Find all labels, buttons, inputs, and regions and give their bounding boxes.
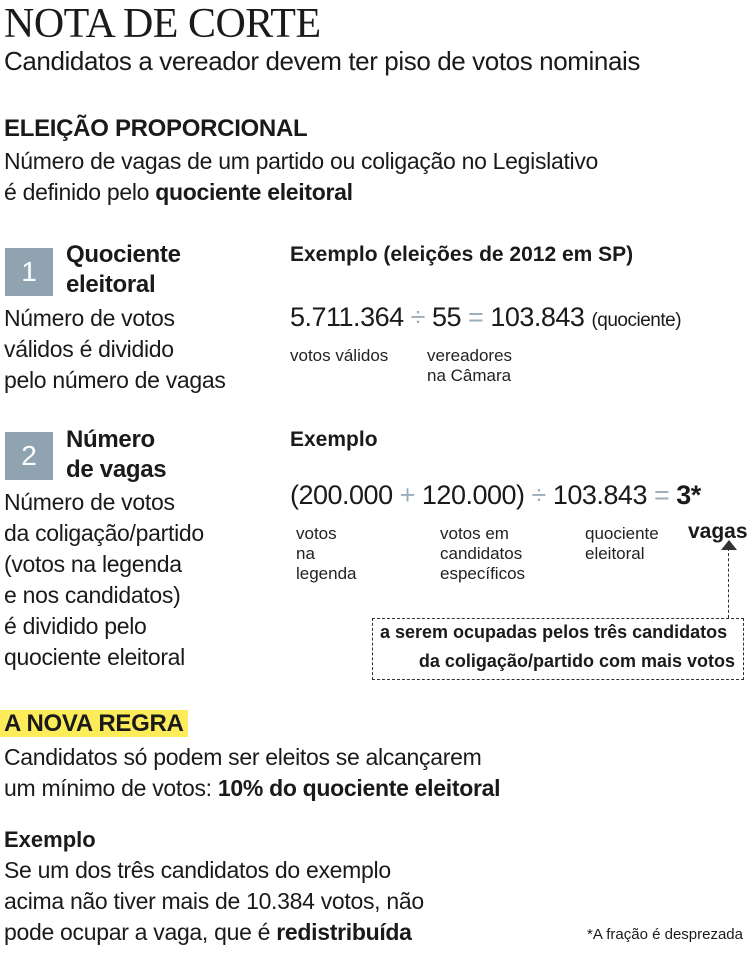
rule-example-title: Exemplo [4, 827, 96, 852]
step-2-example-title: Exemplo [290, 428, 378, 451]
step-2-title-line-1: Número [66, 426, 155, 453]
eq2-label-line: votos [296, 524, 337, 543]
step-1-title-line-2: eleitoral [66, 271, 156, 298]
step-2-number-box: 2 [5, 432, 53, 480]
intro-line-2: é definido pelo quociente eleitoral [4, 177, 353, 208]
step-1-title: Quociente eleitoral [66, 240, 181, 300]
intro-line-1: Número de vagas de um partido ou coligaç… [4, 148, 599, 174]
page-subtitle: Candidatos a vereador devem ter piso de … [4, 46, 640, 76]
eq2-label-line: na [296, 544, 315, 563]
step-2-desc-line: (votos na legenda [4, 551, 182, 577]
eq1-valid-votes: 5.711.364 [290, 302, 404, 332]
step-1-number-box: 1 [5, 248, 53, 296]
eq2-label-line: candidatos [440, 544, 523, 563]
arrow-up-icon [721, 540, 737, 550]
eq2-label-line: específicos [440, 564, 526, 583]
eq2-label-line: eleitoral [585, 544, 645, 563]
rule-example-text: Se um dos três candidatos do exemplo aci… [4, 855, 424, 948]
page-title: NOTA DE CORTE [4, 1, 321, 47]
arrow-connector [728, 548, 729, 618]
footnote: *A fração é desprezada [587, 926, 743, 943]
eq2-party-votes: (200.000 [290, 480, 393, 510]
eq2-plus-operator: + [399, 480, 416, 510]
rule-example-line-3-bold: redistribuída [276, 919, 412, 945]
eq1-seats: 55 [431, 302, 462, 332]
step-2-title-line-2: de vagas [66, 456, 167, 483]
eq1-label-seats-line-1: vereadores [427, 346, 513, 365]
note-line-1: a serem ocupadas pelos três candidatos [380, 622, 728, 642]
eq2-divide-operator: ÷ [531, 480, 547, 510]
step-2-description: Número de votos da coligação/partido (vo… [4, 487, 204, 673]
step-2-equation: (200.000 + 120.000) ÷ 103.843 = 3* [290, 480, 701, 511]
eq2-label-quotient: quociente eleitoral [585, 524, 659, 564]
step-2-desc-line: da coligação/partido [4, 520, 204, 546]
intro-line-2-text: é definido pelo [4, 179, 156, 205]
eq1-divide-operator: ÷ [410, 302, 426, 332]
step-2-desc-line: é dividido pelo [4, 613, 147, 639]
new-rule-heading-text: A NOVA REGRA [0, 710, 188, 737]
rule-line-2: um mínimo de votos: 10% do quociente ele… [4, 773, 501, 804]
eq2-label-seats: vagas [688, 520, 748, 543]
eq1-equals-operator: = [468, 302, 484, 332]
rule-example-line-3-text: pode ocupar a vaga, que é [4, 919, 277, 945]
step-2-desc-line: Número de votos [4, 489, 175, 515]
rule-line-2-bold: 10% do quociente eleitoral [217, 775, 501, 801]
eq2-label-line: quociente [585, 524, 659, 543]
section-heading-new-rule: A NOVA REGRA [0, 710, 188, 738]
rule-line-2-text: um mínimo de votos: [4, 775, 218, 801]
eq1-quotient: 103.843 [490, 302, 585, 332]
step-2-title: Número de vagas [66, 425, 167, 485]
step-1-description: Número de votos válidos é dividido pelo … [4, 303, 226, 396]
step-2-desc-line: quociente eleitoral [4, 644, 185, 670]
eq2-label-line: votos em [440, 524, 509, 543]
rule-line-1: Candidatos só podem ser eleitos se alcan… [4, 744, 482, 770]
eq1-label-seats-line-2: na Câmara [427, 366, 512, 385]
eq1-quotient-note: (quociente) [591, 310, 682, 331]
eq2-label-party-votes: votos na legenda [296, 524, 357, 584]
eq2-quotient: 103.843 [552, 480, 648, 510]
note-line-2: da coligação/partido com mais votos [418, 651, 735, 671]
eq1-label-valid-votes: votos válidos [290, 346, 389, 365]
section-heading-proportional: ELEIÇÃO PROPORCIONAL [4, 115, 308, 142]
step-1-desc-line: válidos é dividido [4, 336, 174, 362]
step-1-example-title: Exemplo (eleições de 2012 em SP) [290, 243, 634, 266]
eq2-label-line: legenda [296, 564, 357, 583]
step-2-desc-line: e nos candidatos) [4, 582, 181, 608]
intro-line-2-bold: quociente eleitoral [155, 179, 353, 205]
eq1-label-seats: vereadores na Câmara [427, 346, 512, 386]
eq2-equals-operator: = [653, 480, 670, 510]
rule-example-line: acima não tiver mais de 10.384 votos, nã… [4, 888, 424, 914]
rule-example-line: pode ocupar a vaga, que é redistribuída [4, 917, 424, 948]
step-1-title-line-1: Quociente [66, 241, 181, 268]
step-1-equation: 5.711.364 ÷ 55 = 103.843 (quociente) [290, 302, 682, 333]
note-box [372, 618, 744, 680]
eq2-label-candidate-votes: votos em candidatos específicos [440, 524, 525, 584]
eq2-candidate-votes: 120.000) [421, 480, 525, 510]
rule-example-line: Se um dos três candidatos do exemplo [4, 857, 391, 883]
step-1-desc-line: Número de votos [4, 305, 175, 331]
eq2-seats-result: 3* [676, 480, 701, 510]
step-1-desc-line: pelo número de vagas [4, 367, 226, 393]
